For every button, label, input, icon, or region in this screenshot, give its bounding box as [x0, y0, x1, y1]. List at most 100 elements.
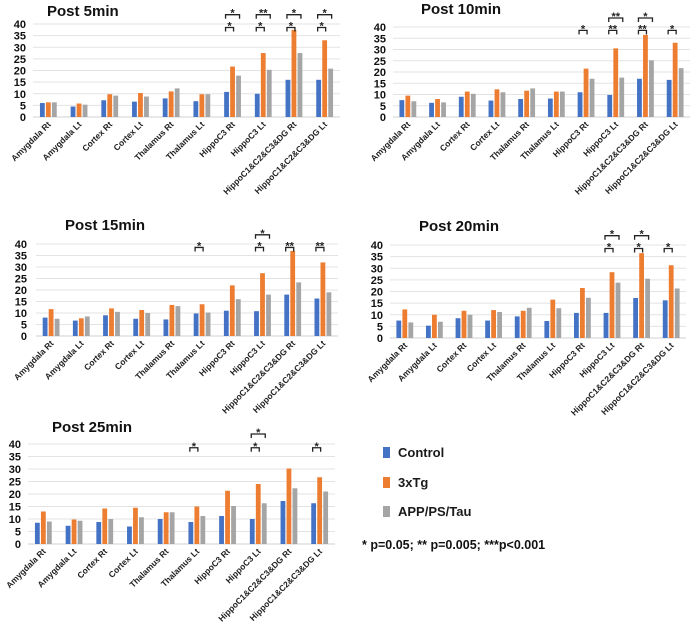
significance-star: * — [670, 23, 675, 35]
significance-bracket — [315, 246, 325, 252]
y-tick-label: 30 — [374, 45, 386, 57]
significance-star: ** — [611, 11, 620, 23]
significance-bracket — [633, 235, 650, 240]
bar-app-ps-tau — [145, 313, 151, 336]
bar-control — [455, 318, 461, 338]
significance-bracket — [663, 247, 673, 253]
significance-star: ** — [608, 23, 617, 35]
legend-item-3xtg: 3xTg — [383, 468, 471, 498]
y-tick-label: 35 — [371, 252, 383, 264]
bar-control — [666, 79, 672, 117]
bar-3xtg — [290, 250, 296, 336]
bar-app-ps-tau — [326, 292, 332, 336]
bar-3xtg — [320, 262, 326, 336]
bar-3xtg — [71, 519, 77, 544]
bar-3xtg — [639, 253, 644, 338]
significance-star: * — [253, 441, 258, 453]
y-tick-label: 15 — [14, 77, 26, 89]
significance-footnote: * p=0.05; ** p=0.005; ***p<0.001 — [362, 538, 546, 552]
bar-app-ps-tau — [323, 491, 329, 544]
y-tick-label: 5 — [380, 101, 386, 113]
legend-swatch-control — [383, 447, 390, 459]
bar-control — [518, 99, 524, 117]
bar-control — [132, 101, 137, 117]
bar-3xtg — [102, 508, 108, 544]
bar-app-ps-tau — [77, 520, 83, 544]
bar-control — [396, 320, 402, 338]
y-tick-label: 5 — [20, 100, 26, 112]
y-tick-label: 25 — [9, 477, 21, 489]
legend-item-app-ps-tau: APP/PS/Tau — [383, 497, 471, 527]
bar-control — [162, 98, 168, 117]
significance-star: * — [289, 20, 294, 32]
bar-app-ps-tau — [438, 321, 443, 338]
significance-star: * — [666, 241, 671, 253]
bar-3xtg — [291, 29, 297, 117]
bar-3xtg — [317, 477, 323, 544]
legend: Control 3xTg APP/PS/Tau — [383, 438, 471, 527]
bar-control — [96, 522, 102, 544]
bar-control — [249, 519, 255, 544]
bar-app-ps-tau — [169, 512, 175, 544]
y-tick-label: 35 — [14, 31, 26, 43]
bar-3xtg — [491, 310, 496, 338]
y-tick-label: 15 — [374, 78, 386, 90]
bar-control — [193, 313, 199, 336]
significance-bracket — [224, 14, 241, 19]
significance-star: ** — [259, 8, 268, 20]
significance-star: * — [315, 441, 320, 453]
bar-3xtg — [133, 507, 138, 544]
bar-3xtg — [494, 89, 500, 117]
bar-control — [70, 106, 76, 117]
significance-bracket — [255, 14, 271, 19]
significance-star: * — [610, 229, 615, 241]
bar-3xtg — [107, 94, 113, 117]
bar-app-ps-tau — [46, 521, 52, 544]
bar-3xtg — [225, 490, 230, 544]
chart-title: Post 5min — [47, 3, 119, 20]
y-tick-label: 0 — [15, 539, 21, 551]
significance-bracket — [286, 14, 302, 19]
x-category-label: Cortex Rt — [82, 338, 116, 372]
significance-bracket — [633, 247, 644, 253]
bar-app-ps-tau — [408, 322, 414, 338]
y-tick-label: 0 — [380, 112, 386, 124]
bar-control — [574, 312, 579, 338]
bar-control — [65, 525, 71, 544]
bar-3xtg — [464, 91, 470, 117]
bar-3xtg — [168, 91, 174, 117]
significance-bracket — [250, 433, 266, 438]
bar-control — [633, 298, 638, 338]
bar-3xtg — [672, 42, 678, 117]
bar-app-ps-tau — [615, 282, 621, 338]
bar-app-ps-tau — [51, 102, 57, 117]
bar-app-ps-tau — [82, 104, 88, 117]
bar-control — [254, 311, 259, 336]
bar-app-ps-tau — [292, 488, 298, 544]
bar-app-ps-tau — [200, 516, 206, 544]
significance-star: * — [581, 23, 586, 35]
y-tick-label: 10 — [374, 90, 386, 102]
bar-app-ps-tau — [328, 68, 334, 117]
bar-app-ps-tau — [526, 307, 532, 338]
significance-star: * — [636, 241, 641, 253]
y-tick-label: 10 — [371, 310, 383, 322]
y-tick-label: 25 — [374, 56, 386, 68]
bar-3xtg — [553, 91, 559, 117]
bar-control — [547, 98, 553, 117]
bar-3xtg — [405, 95, 411, 117]
y-tick-label: 15 — [9, 502, 21, 514]
significance-bracket — [250, 447, 260, 452]
bar-control — [637, 78, 642, 117]
y-tick-label: 40 — [15, 239, 27, 251]
bar-control — [280, 501, 286, 544]
bar-control — [311, 503, 317, 544]
y-tick-label: 0 — [377, 333, 383, 345]
y-tick-label: 40 — [14, 19, 26, 31]
significance-bracket — [255, 26, 265, 32]
bar-app-ps-tau — [559, 91, 565, 117]
legend-swatch-app-ps-tau — [383, 506, 390, 518]
bar-app-ps-tau — [470, 93, 476, 117]
